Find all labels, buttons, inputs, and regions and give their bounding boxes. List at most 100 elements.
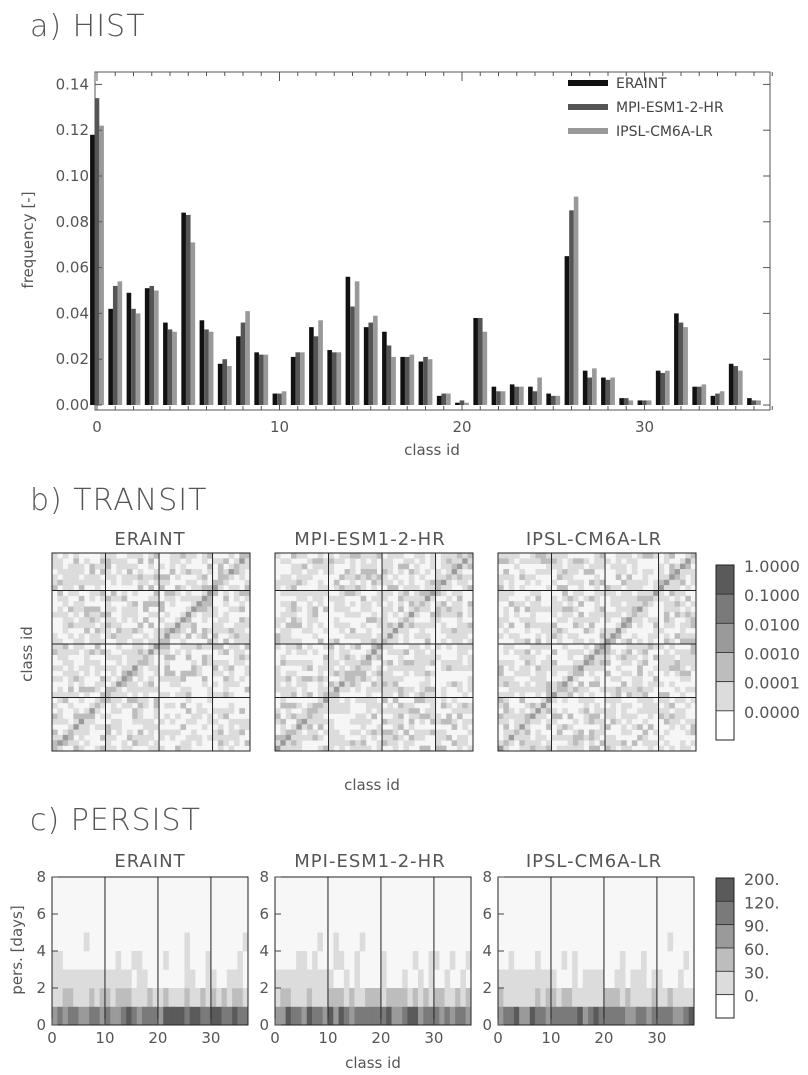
transit-cell (419, 681, 426, 688)
transit-cell (440, 627, 447, 634)
transit-cell (344, 676, 351, 682)
persist-cell (656, 988, 663, 1007)
transit-cell (105, 553, 112, 559)
transit-cell (403, 622, 410, 629)
transit-cell (100, 638, 106, 645)
persist-cell (285, 1006, 292, 1026)
transit-cell (658, 654, 665, 661)
transit-cell (387, 708, 394, 714)
transit-cell (121, 579, 128, 586)
transit-cell (328, 681, 335, 688)
hist-bars (90, 98, 761, 406)
transit-cell (456, 686, 463, 693)
transit-cell (137, 654, 144, 661)
transit-cell (642, 595, 649, 602)
hist-bar-eraint (290, 356, 296, 405)
transit-cell (365, 563, 372, 570)
persist-cell (572, 988, 578, 1007)
hist-y-tick-label: 0.04 (56, 304, 89, 322)
transit-cell (588, 638, 595, 645)
transit-cell (153, 708, 160, 714)
transit-cell (430, 611, 436, 618)
persist-cell (142, 988, 148, 1007)
transit-cell (658, 681, 665, 688)
colorbar-label: 0.0100 (744, 615, 800, 634)
transit-cell (658, 574, 665, 581)
transit-cell (349, 633, 356, 639)
transit-cell (403, 729, 410, 736)
transit-cell (514, 606, 520, 613)
transit-cell (690, 724, 697, 730)
transit-cell (89, 563, 96, 570)
transit-cell (424, 606, 431, 613)
transit-cell (148, 622, 154, 629)
transit-cell (137, 649, 144, 655)
transit-cell (398, 601, 404, 607)
transit-cell (685, 553, 691, 559)
transit-cell (551, 718, 558, 725)
transit-cell (642, 579, 649, 586)
transit-cell (610, 697, 617, 704)
transit-cell (462, 563, 468, 570)
persist-cell (428, 969, 435, 989)
transit-cell (307, 665, 313, 672)
transit-cell (191, 601, 197, 607)
transit-cell (105, 734, 112, 741)
transit-cell (333, 558, 340, 564)
transit-cell (84, 558, 90, 564)
transit-cell (137, 627, 144, 634)
transit-cell (355, 718, 361, 725)
transit-cell (217, 692, 224, 698)
transit-cell (637, 606, 643, 613)
transit-cell (328, 697, 335, 704)
transit-cell (323, 654, 329, 661)
persist-cell (455, 1006, 461, 1026)
transit-cell (599, 553, 606, 559)
transit-cell (376, 633, 383, 639)
transit-cell (440, 665, 447, 672)
transit-cell (137, 713, 144, 720)
colorbar-segment (715, 564, 735, 595)
transit-cell (451, 563, 458, 570)
transit-cell (285, 590, 292, 597)
transit-cell (408, 702, 415, 709)
persist-cell (412, 1006, 419, 1026)
transit-cell (328, 692, 335, 698)
colorbar-label: 0. (744, 987, 759, 1006)
transit-cell (387, 553, 394, 559)
transit-cell (207, 595, 213, 602)
transit-cell (291, 569, 297, 575)
persist-cell (216, 1006, 222, 1026)
transit-cell (430, 660, 436, 666)
transit-cell (201, 558, 208, 564)
transit-cell (185, 617, 192, 623)
transit-cell (462, 740, 468, 746)
transit-cell (285, 708, 292, 714)
transit-cell (631, 676, 638, 682)
transit-cell (228, 574, 235, 581)
transit-cell (551, 622, 558, 629)
transit-cell (669, 617, 675, 623)
transit-cell (578, 617, 584, 623)
transit-cell (132, 574, 138, 581)
transit-cell (191, 569, 197, 575)
transit-cell (100, 611, 106, 618)
transit-cell (685, 654, 691, 661)
transit-cell (663, 574, 670, 581)
persist-cell (508, 1006, 515, 1026)
transit-cell (642, 740, 649, 746)
transit-cell (631, 569, 638, 575)
persist-cell (407, 988, 414, 1007)
persist-y-axis-label: pers. [days] (8, 905, 26, 994)
transit-cell (392, 713, 399, 720)
transit-cell (605, 643, 611, 650)
transit-cell (105, 633, 112, 639)
transit-cell (679, 660, 686, 666)
transit-cell (456, 681, 463, 688)
hist-bar-eraint (491, 386, 497, 405)
transit-cell (333, 681, 340, 688)
transit-cell (435, 729, 442, 736)
transit-cell (233, 638, 240, 645)
transit-cell (631, 585, 638, 591)
